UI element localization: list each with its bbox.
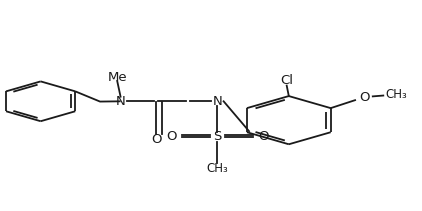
Text: O: O [258, 130, 269, 143]
Text: N: N [116, 95, 125, 108]
Text: CH₃: CH₃ [385, 88, 407, 101]
Text: Me: Me [107, 71, 127, 84]
Text: O: O [166, 130, 176, 143]
Text: O: O [359, 91, 370, 104]
Text: S: S [213, 130, 222, 143]
Text: O: O [151, 133, 162, 146]
Text: CH₃: CH₃ [206, 162, 228, 175]
Text: Cl: Cl [280, 74, 293, 87]
Text: N: N [212, 95, 222, 108]
